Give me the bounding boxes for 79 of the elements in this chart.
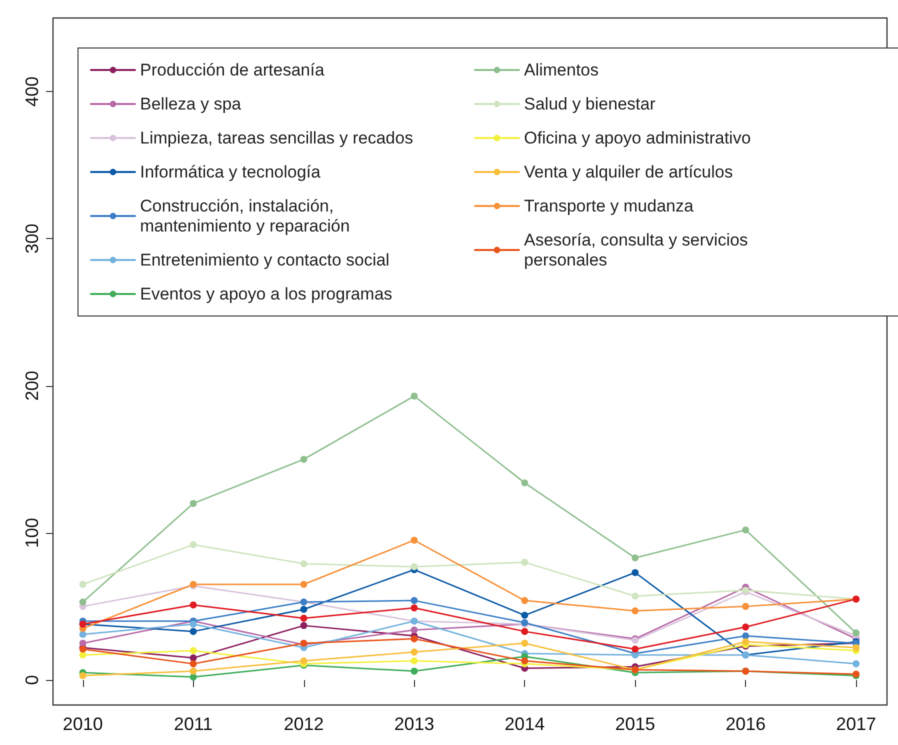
legend-label: Venta y alquiler de artículos — [524, 162, 733, 182]
point — [410, 597, 418, 604]
y-tick-label: 300 — [22, 224, 42, 254]
point — [852, 629, 860, 636]
point — [632, 554, 639, 562]
point — [190, 660, 197, 668]
point — [79, 651, 86, 658]
point — [79, 598, 86, 606]
point — [190, 674, 197, 681]
point — [190, 654, 197, 662]
legend-label: Salud y bienestar — [524, 94, 656, 114]
point — [190, 541, 197, 548]
point — [742, 602, 750, 610]
x-tick-label: 2010 — [62, 714, 103, 734]
x-tick-label: 2011 — [174, 714, 213, 734]
y-tick-label: 100 — [22, 518, 42, 548]
point — [521, 479, 528, 486]
point — [632, 646, 639, 653]
point — [742, 526, 750, 534]
point — [300, 657, 308, 664]
point — [300, 580, 308, 588]
point — [79, 580, 86, 588]
x-tick-label: 2012 — [284, 714, 324, 734]
point — [852, 644, 860, 652]
point — [742, 632, 750, 640]
point — [410, 626, 418, 634]
point — [521, 558, 528, 566]
point — [521, 597, 528, 604]
point — [410, 657, 418, 664]
point — [632, 569, 639, 576]
point — [79, 672, 86, 680]
point — [410, 604, 418, 612]
legend-label: Belleza y spa — [140, 94, 242, 114]
legend-label: Construcción, instalación, mantenimiento y reparación — [140, 196, 350, 236]
point — [521, 657, 528, 664]
y-tick-label: 0 — [22, 674, 42, 685]
legend-label: Oficina y apoyo administrativo — [524, 128, 751, 148]
point — [300, 622, 308, 630]
point — [300, 560, 308, 568]
point — [190, 647, 197, 654]
point — [410, 648, 418, 656]
point — [521, 612, 528, 619]
point — [521, 640, 528, 647]
point — [190, 620, 197, 628]
y-tick-label: 200 — [22, 370, 42, 401]
point — [410, 563, 418, 570]
point — [410, 668, 418, 675]
point — [190, 668, 197, 675]
point — [852, 660, 860, 668]
legend-label: Limpieza, tareas sencillas y recados — [140, 128, 414, 148]
point — [190, 500, 197, 507]
legend-label: Eventos y apoyo a los programas — [140, 284, 392, 304]
point — [79, 640, 86, 647]
point — [410, 392, 418, 400]
point — [632, 607, 639, 614]
point — [742, 638, 750, 646]
legend-label: Producción de artesanía — [140, 60, 325, 80]
legend-label: Asesoría, consulta y servicios personales — [524, 230, 753, 270]
legend-label: Entretenimiento y contacto social — [140, 250, 390, 270]
x-tick-label: 2014 — [504, 714, 545, 734]
point — [190, 628, 197, 635]
point — [521, 628, 528, 635]
x-tick-label: 2015 — [615, 714, 656, 734]
point — [410, 536, 418, 544]
legend-label: Informática y tecnología — [140, 162, 322, 182]
point — [410, 635, 418, 642]
point — [300, 606, 308, 613]
x-tick-label: 2016 — [726, 714, 766, 734]
x-tick-label: 2013 — [394, 714, 434, 734]
legend-label: Transporte y mudanza — [524, 196, 694, 216]
legend-label: Alimentos — [524, 60, 599, 80]
point — [632, 592, 639, 600]
x-tick-label: 2017 — [836, 714, 876, 734]
y-tick-label: 400 — [22, 76, 42, 107]
point — [190, 601, 197, 608]
point — [742, 624, 750, 631]
point — [79, 630, 86, 638]
point — [300, 614, 308, 622]
point — [300, 456, 308, 463]
